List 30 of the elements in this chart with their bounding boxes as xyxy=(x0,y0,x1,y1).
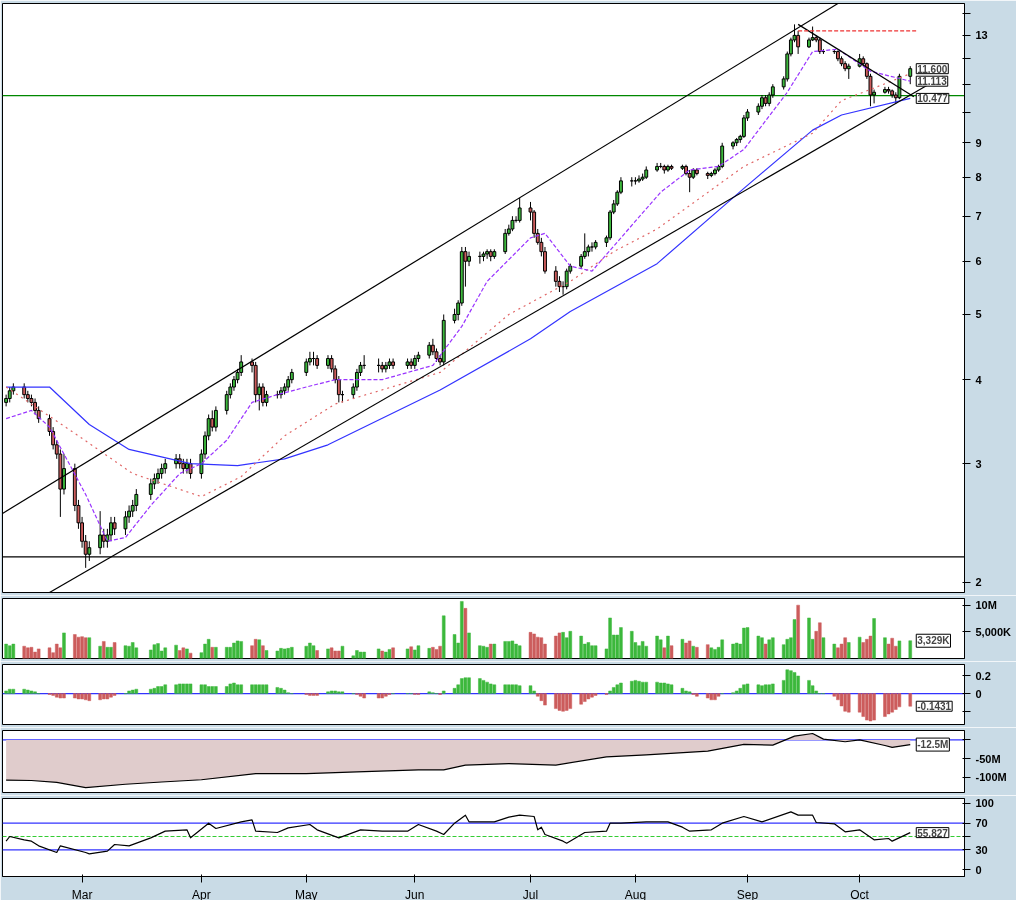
annotation: 10.477 xyxy=(917,93,949,105)
x-tick-label: Jun xyxy=(405,887,425,900)
y-tick-label: 30 xyxy=(975,843,988,856)
y-tick-label: 0 xyxy=(975,863,982,876)
y-tick-label: 9 xyxy=(975,136,982,149)
y-tick-label: 10M xyxy=(975,599,997,612)
y-tick-label: 5 xyxy=(975,308,982,321)
annotation: 11.113 xyxy=(917,76,948,88)
x-tick-label: Jul xyxy=(522,887,539,900)
annotation: 55.827 xyxy=(917,827,949,839)
x-tick-label: Mar xyxy=(71,887,93,900)
y-tick-label: 8 xyxy=(975,171,982,184)
y-tick-label: 4 xyxy=(975,373,983,386)
y-tick-label: 5,000K xyxy=(975,625,1012,638)
annotation: 3,329K xyxy=(917,635,951,647)
y-tick-label: 70 xyxy=(975,817,988,830)
annotation: 11.600 xyxy=(917,63,948,75)
y-tick-label: 6 xyxy=(975,255,982,268)
annotation: -0.1431 xyxy=(917,701,952,713)
y-tick-label: 13 xyxy=(975,29,988,42)
y-tick-label: 0 xyxy=(975,687,982,700)
y-tick-label: -100M xyxy=(975,771,1007,784)
y-tick-label: 7 xyxy=(975,210,982,223)
annotation: -12.5M xyxy=(917,739,949,751)
y-tick-label: 2 xyxy=(975,576,982,589)
y-tick-label: 0.2 xyxy=(975,669,991,682)
y-tick-label: -50M xyxy=(975,752,1001,765)
y-tick-label: 3 xyxy=(975,457,982,470)
y-tick-label: 100 xyxy=(975,797,994,810)
x-tick-label: Oct xyxy=(850,887,870,900)
